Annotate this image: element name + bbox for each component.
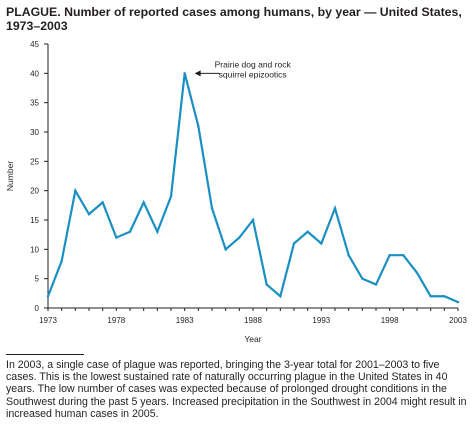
data-point (361, 277, 364, 280)
data-point (197, 124, 200, 128)
y-tick-label: 45 (30, 40, 39, 49)
data-point (374, 283, 378, 286)
data-point (101, 201, 104, 204)
y-tick-label: 30 (30, 128, 39, 137)
data-point (347, 254, 350, 257)
y-tick-label: 15 (30, 216, 39, 225)
data-point (74, 189, 77, 192)
data-point (443, 295, 446, 298)
data-point (402, 254, 405, 257)
data-point (156, 230, 159, 233)
data-point (415, 271, 419, 274)
x-tick-label: 1973 (39, 316, 57, 325)
data-point (169, 195, 173, 198)
data-point (251, 218, 255, 222)
y-tick-label: 20 (30, 187, 39, 196)
data-point (306, 230, 309, 233)
data-point (60, 259, 63, 263)
footnote: In 2003, a single case of plague was rep… (6, 359, 467, 420)
x-tick-label: 1978 (107, 316, 125, 325)
data-point (183, 72, 186, 75)
annotation-arrowhead (194, 70, 201, 77)
x-axis-ticks: 1973 1978 1983 1988 1993 1998 2003 (39, 308, 467, 325)
y-tick-label: 0 (35, 304, 40, 313)
y-axis-label: Number (5, 161, 15, 191)
y-tick-label: 25 (30, 157, 39, 166)
data-point (46, 295, 50, 298)
axes (47, 44, 458, 309)
data-point (238, 236, 241, 239)
x-tick-label: 2003 (449, 316, 467, 325)
data-point (456, 300, 460, 304)
y-axis-ticks: 0 5 10 15 20 25 30 35 40 45 (30, 40, 48, 313)
data-point (292, 242, 296, 245)
data-point (128, 230, 132, 233)
annotation-text: Prairie dog and rock (215, 59, 292, 69)
x-tick-label: 1983 (176, 316, 194, 325)
annotation-text: squirrel epizootics (219, 69, 287, 79)
series (46, 72, 460, 304)
y-tick-label: 5 (35, 275, 40, 284)
x-tick-label: 1988 (244, 316, 262, 325)
data-point (333, 207, 337, 210)
y-tick-label: 35 (30, 99, 39, 108)
x-tick-label: 1993 (312, 316, 330, 325)
data-point (115, 236, 118, 239)
data-point (388, 254, 391, 257)
series-line (46, 73, 459, 304)
data-point (320, 242, 323, 245)
data-point (87, 212, 91, 216)
y-tick-label: 40 (30, 69, 39, 78)
data-point (210, 207, 214, 210)
y-tick-label: 10 (30, 245, 39, 254)
data-point (224, 248, 227, 251)
x-axis-label: Year (244, 334, 261, 344)
footnote-divider (6, 354, 84, 355)
x-tick-label: 1998 (381, 316, 399, 325)
data-point (265, 283, 268, 286)
data-point (279, 295, 282, 298)
chart-title: PLAGUE. Number of reported cases among h… (6, 5, 462, 33)
data-point (142, 201, 145, 204)
data-point (429, 295, 432, 298)
